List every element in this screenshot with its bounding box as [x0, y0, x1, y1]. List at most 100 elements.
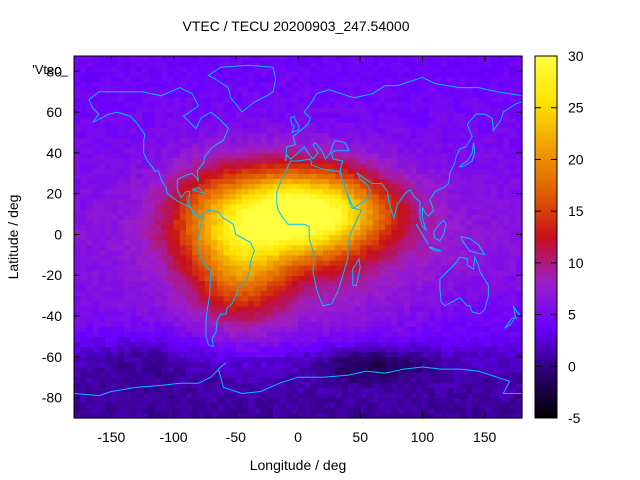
heatmap-cell	[254, 387, 262, 394]
heatmap-cell	[186, 234, 193, 241]
heatmap-cell	[441, 203, 448, 210]
heatmap-cell	[447, 152, 455, 159]
heatmap-cell	[223, 61, 231, 67]
heatmap-cell	[217, 290, 224, 297]
heatmap-cell	[229, 377, 237, 383]
heatmap-cell	[260, 372, 268, 378]
heatmap-cell	[453, 188, 461, 195]
heatmap-cell	[248, 71, 256, 77]
heatmap-cell	[136, 203, 144, 210]
heatmap-cell	[366, 163, 374, 169]
heatmap-cell	[148, 285, 156, 292]
heatmap-cell	[260, 152, 268, 159]
heatmap-cell	[117, 300, 125, 307]
heatmap-cell	[80, 310, 88, 317]
heatmap-cell	[117, 106, 125, 113]
heatmap-cell	[279, 346, 287, 353]
heatmap-cell	[204, 106, 212, 113]
heatmap-cell	[248, 346, 256, 353]
heatmap-cell	[279, 152, 287, 159]
heatmap-cell	[490, 157, 498, 164]
heatmap-cell	[385, 132, 392, 139]
heatmap-cell	[279, 61, 287, 67]
heatmap-cell	[360, 178, 368, 185]
heatmap-cell	[298, 265, 305, 271]
heatmap-cell	[98, 86, 106, 93]
heatmap-cell	[441, 91, 448, 98]
heatmap-cell	[472, 178, 480, 185]
heatmap-cell	[242, 326, 249, 332]
heatmap-cell	[130, 198, 137, 205]
heatmap-cell	[192, 219, 200, 225]
heatmap-cell	[161, 127, 168, 134]
heatmap-cell	[123, 208, 131, 215]
heatmap-cell	[497, 259, 504, 266]
heatmap-cell	[490, 382, 498, 389]
heatmap-cell	[316, 377, 324, 383]
heatmap-cell	[385, 346, 392, 353]
heatmap-cell	[347, 193, 355, 200]
heatmap-cell	[273, 382, 280, 389]
heatmap-cell	[223, 157, 231, 164]
heatmap-cell	[322, 132, 330, 139]
heatmap-cell	[453, 356, 461, 363]
heatmap-cell	[347, 270, 355, 276]
heatmap-cell	[130, 147, 137, 154]
heatmap-cell	[434, 76, 442, 83]
heatmap-cell	[503, 71, 511, 77]
heatmap-cell	[92, 244, 100, 251]
heatmap-cell	[503, 331, 511, 338]
heatmap-cell	[459, 208, 467, 215]
heatmap-cell	[428, 270, 436, 276]
heatmap-cell	[285, 285, 293, 292]
heatmap-cell	[210, 71, 218, 77]
heatmap-cell	[98, 377, 106, 383]
heatmap-cell	[466, 112, 473, 118]
heatmap-cell	[210, 147, 218, 154]
heatmap-cell	[329, 356, 336, 363]
heatmap-cell	[229, 270, 237, 276]
heatmap-cell	[105, 300, 112, 307]
heatmap-cell	[154, 265, 162, 271]
heatmap-cell	[484, 356, 492, 363]
heatmap-cell	[223, 224, 231, 230]
heatmap-cell	[422, 137, 430, 144]
heatmap-cell	[509, 372, 517, 378]
heatmap-cell	[148, 265, 156, 271]
heatmap-cell	[74, 132, 81, 139]
heatmap-cell	[105, 208, 112, 215]
heatmap-cell	[204, 377, 212, 383]
heatmap-cell	[347, 382, 355, 389]
heatmap-cell	[472, 183, 480, 190]
heatmap-cell	[497, 377, 504, 383]
heatmap-cell	[410, 321, 417, 327]
heatmap-cell	[484, 71, 492, 77]
heatmap-cell	[298, 81, 305, 88]
heatmap-cell	[204, 351, 212, 358]
heatmap-cell	[360, 152, 368, 159]
heatmap-cell	[372, 56, 380, 62]
heatmap-cell	[503, 336, 511, 343]
heatmap-cell	[441, 142, 448, 149]
heatmap-cell	[416, 300, 424, 307]
heatmap-cell	[105, 249, 112, 256]
heatmap-cell	[161, 254, 168, 261]
heatmap-cell	[242, 382, 249, 389]
heatmap-cell	[503, 412, 511, 419]
heatmap-cell	[372, 229, 380, 236]
heatmap-cell	[466, 163, 473, 169]
heatmap-cell	[503, 280, 511, 287]
heatmap-cell	[130, 132, 137, 139]
heatmap-cell	[98, 173, 106, 179]
heatmap-cell	[503, 81, 511, 88]
heatmap-cell	[229, 81, 237, 88]
heatmap-cell	[242, 305, 249, 312]
heatmap-cell	[92, 56, 100, 62]
heatmap-cell	[86, 132, 94, 139]
heatmap-cell	[347, 377, 355, 383]
heatmap-cell	[123, 76, 131, 83]
heatmap-cell	[310, 122, 318, 128]
heatmap-cell	[204, 239, 212, 246]
heatmap-cell	[117, 280, 125, 287]
heatmap-cell	[273, 96, 280, 103]
